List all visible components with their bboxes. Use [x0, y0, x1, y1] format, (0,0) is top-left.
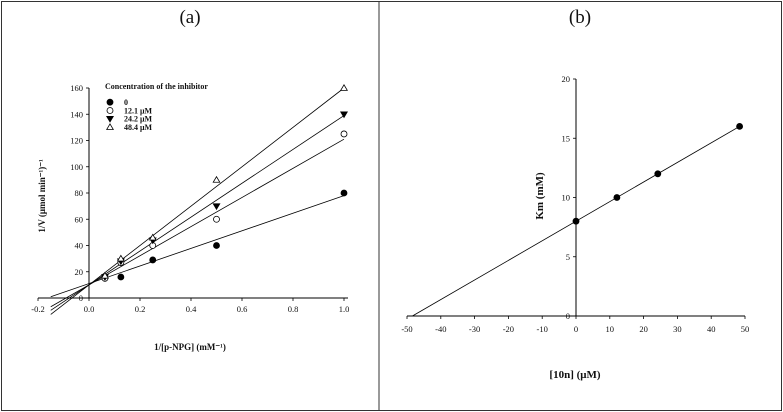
chart-a-y-tick-label: 0 [79, 293, 83, 303]
legend-marker [105, 123, 115, 130]
chart-b-x-tick-label: 30 [673, 324, 682, 334]
chart-b-x-label: [10n] (μM) [549, 369, 600, 381]
chart-b-y-tick-label: 0 [566, 311, 570, 321]
chart-a-point [340, 84, 348, 91]
chart-a-fit-line-3 [50, 87, 345, 315]
chart-a-y-tick-label: 80 [75, 188, 84, 198]
chart-a-fit-line-0 [50, 195, 345, 298]
chart-a-y-tick-label: 120 [70, 136, 83, 146]
chart-a-point [149, 256, 157, 264]
chart-a-x-label: 1/[p-NPG] (mM⁻¹) [154, 342, 226, 352]
chart-a-y-tick-label: 160 [70, 83, 83, 93]
chart-b-y-tick-label: 5 [566, 252, 570, 262]
chart-a-x-tick-label: 1.0 [339, 304, 350, 314]
chart-b-tick-labels: -50 -40 -30 -20 -10 0 10 20 30 40 50 0 5 10 15 20 [401, 74, 749, 334]
chart-b-x-tick-label: -20 [503, 324, 514, 334]
chart-a-fit-line-1 [50, 138, 345, 308]
legend-marker [105, 116, 115, 123]
chart-a-y-tick-label: 60 [75, 214, 84, 224]
panel-b-title: (b) [569, 7, 591, 28]
chart-b-point [736, 123, 743, 130]
chart-a-point [148, 233, 157, 241]
legend-label: 24.2 μM [124, 115, 153, 124]
legend-label: 0 [124, 98, 128, 107]
chart-a-y-label: 1/V (μmol min⁻¹)⁻¹ [37, 159, 47, 233]
chart-a-point [116, 254, 125, 262]
legend-label: 48.4 μM [124, 123, 153, 132]
chart-a-point [117, 273, 125, 281]
chart-b-y-tick-label: 20 [562, 74, 571, 84]
chart-a-x-tick-label: 0.2 [135, 304, 146, 314]
chart-a-y-tick-label: 40 [75, 241, 84, 251]
chart-a-y-tick-label: 140 [70, 109, 83, 119]
chart-b-x-tick-label: 20 [639, 324, 648, 334]
chart-a-point [340, 111, 348, 119]
chart-b-point [654, 170, 662, 178]
legend-marker [106, 98, 114, 106]
chart-b-y-label: Km (mM) [534, 172, 546, 220]
chart-a-x-tick-label: 0.0 [84, 304, 95, 314]
chart-a-x-tick-label: 0.8 [288, 304, 299, 314]
chart-b-x-tick-label: 50 [741, 324, 750, 334]
chart-a-y-tick-label: 100 [70, 162, 83, 172]
legend-title: Concentration of the inhibitor [105, 82, 208, 91]
chart-b-axes [406, 78, 746, 319]
chart-a-point [340, 130, 348, 138]
chart-b-x-tick-label: 10 [606, 324, 615, 334]
chart-a: -0.2 0.0 0.2 0.4 0.6 0.8 1.0 0 20 40 60 80 100 120 140… [31, 82, 349, 352]
chart-b-point [572, 217, 580, 225]
chart-a-point [213, 242, 220, 249]
chart-b: -50 -40 -30 -20 -10 0 10 20 30 40 50 0 5 10 15 20 [10n]… [401, 74, 749, 381]
chart-b-x-tick-label: -40 [435, 324, 446, 334]
chart-b-x-tick-label: -30 [469, 324, 480, 334]
chart-b-point [613, 194, 621, 201]
legend-marker [106, 107, 114, 114]
chart-a-fit-lines [50, 87, 345, 315]
chart-b-x-tick-label: 0 [574, 324, 578, 334]
chart-b-x-tick-label: 40 [707, 324, 716, 334]
chart-b-y-tick-label: 15 [562, 133, 571, 143]
chart-b-x-tick-label: -50 [401, 324, 412, 334]
chart-a-fit-line-2 [50, 115, 345, 311]
chart-b-points [572, 123, 743, 225]
chart-a-x-tick-label: 0.6 [237, 304, 248, 314]
chart-a-x-tick-label: 0.4 [186, 304, 197, 314]
chart-a-points [100, 84, 348, 282]
chart-a-point [212, 203, 221, 211]
chart-a-x-tick-label: -0.2 [31, 304, 44, 314]
chart-a-tick-labels: -0.2 0.0 0.2 0.4 0.6 0.8 1.0 0 20 40 60 80 100 120 140… [31, 83, 349, 314]
chart-a-axes [37, 87, 348, 301]
chart-b-y-tick-label: 10 [562, 193, 571, 203]
chart-a-point [340, 189, 348, 197]
panel-a-title: (a) [179, 7, 200, 28]
chart-a-y-tick-label: 20 [75, 267, 84, 277]
legend-label: 12.1 μM [124, 106, 153, 115]
chart-a-point [100, 271, 109, 279]
chart-b-x-tick-label: -10 [537, 324, 548, 334]
chart-a-point [213, 215, 220, 223]
chart-a-point [212, 175, 221, 183]
